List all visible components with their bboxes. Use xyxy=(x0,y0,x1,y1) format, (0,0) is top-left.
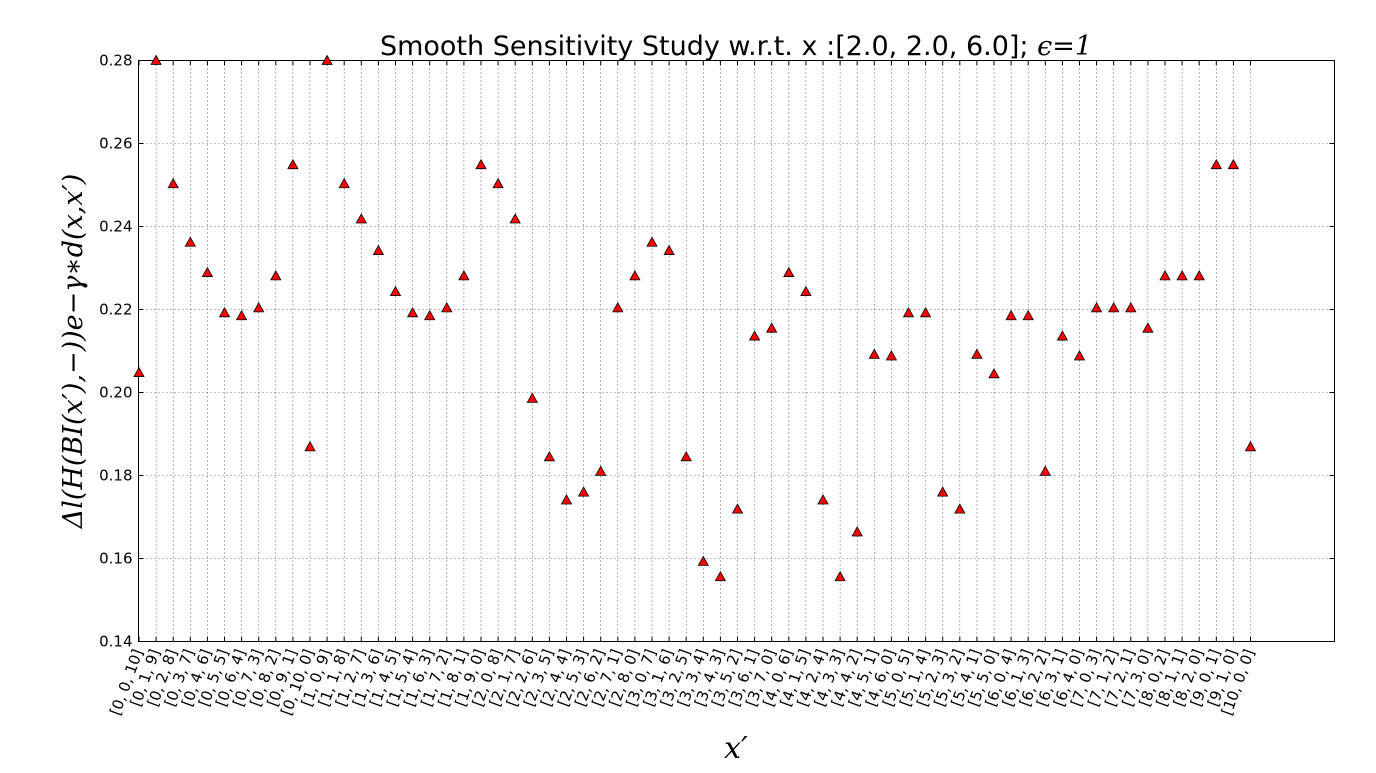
data-point xyxy=(201,266,214,277)
x-tick-labels: [0, 0, 10][0, 1, 9][0, 2, 8][0, 3, 7][0,… xyxy=(106,647,1258,718)
data-point xyxy=(560,494,573,505)
data-point xyxy=(355,213,367,224)
data-point xyxy=(1005,309,1017,321)
data-point xyxy=(971,348,983,359)
data-point xyxy=(937,486,949,497)
data-point xyxy=(492,177,504,189)
data-point xyxy=(1039,465,1051,476)
plot-area-frame xyxy=(138,60,1335,642)
data-point xyxy=(509,213,521,224)
data-point xyxy=(424,309,436,321)
data-point xyxy=(646,236,658,247)
ticks-layer xyxy=(138,60,1335,642)
data-point xyxy=(629,270,641,281)
data-point xyxy=(338,177,350,189)
data-point xyxy=(458,270,470,281)
data-point xyxy=(954,503,966,514)
data-point xyxy=(235,309,248,321)
data-point xyxy=(304,441,316,452)
data-point xyxy=(885,350,898,361)
data-point xyxy=(595,465,607,476)
data-point xyxy=(1193,270,1205,281)
y-tick-label: 0.26 xyxy=(99,135,132,153)
chart-title-epsilon: ϵ=1 xyxy=(1037,31,1092,62)
data-point xyxy=(817,494,829,505)
data-point xyxy=(766,322,778,333)
data-point xyxy=(1073,350,1086,361)
data-point xyxy=(543,451,556,462)
data-point xyxy=(783,266,795,277)
data-point xyxy=(270,270,282,281)
data-point xyxy=(902,306,915,318)
data-point xyxy=(680,451,692,462)
data-point xyxy=(612,302,624,313)
grid-layer xyxy=(138,60,1335,642)
x-axis-label: x′ xyxy=(724,731,748,766)
data-point xyxy=(868,348,880,359)
data-point xyxy=(1244,441,1257,452)
data-point xyxy=(1022,309,1034,321)
data-point xyxy=(800,285,812,297)
y-tick-label: 0.20 xyxy=(99,384,132,402)
data-point xyxy=(919,306,932,318)
data-point xyxy=(406,306,419,318)
data-point xyxy=(663,244,675,255)
y-tick-label: 0.18 xyxy=(99,467,132,485)
y-tick-labels: 0.14 0.16 0.18 0.20 0.22 0.24 0.26 0.28 xyxy=(99,52,132,651)
data-point xyxy=(1159,270,1171,281)
chart-title-text: Smooth Sensitivity Study w.r.t. x :[2.0,… xyxy=(380,31,1037,62)
data-point xyxy=(1227,158,1240,170)
data-point xyxy=(321,54,333,65)
y-tick-label: 0.16 xyxy=(99,550,132,568)
y-tick-label: 0.24 xyxy=(99,218,132,236)
chart-title: Smooth Sensitivity Study w.r.t. x :[2.0,… xyxy=(380,31,1092,62)
data-point xyxy=(697,555,709,566)
y-axis-label: Δl(H(BI(x′),−))e−γ∗d(x,x′) xyxy=(58,174,89,530)
data-point xyxy=(218,306,231,318)
data-point xyxy=(475,158,487,170)
data-point xyxy=(287,158,299,170)
data-point xyxy=(1090,302,1103,313)
data-point xyxy=(748,330,761,341)
data-point xyxy=(184,236,196,247)
y-tick-label: 0.28 xyxy=(99,52,132,70)
data-point xyxy=(1210,158,1222,170)
data-point xyxy=(851,526,863,537)
data-point xyxy=(1056,330,1069,341)
data-point xyxy=(133,366,145,377)
data-point xyxy=(253,302,265,313)
data-point xyxy=(1142,322,1154,333)
y-tick-label: 0.22 xyxy=(99,301,132,319)
data-point xyxy=(714,570,727,582)
data-point xyxy=(150,54,162,65)
points-layer xyxy=(133,54,1257,582)
data-point xyxy=(834,570,846,582)
data-point xyxy=(1125,302,1137,313)
data-point xyxy=(1176,270,1188,281)
data-point xyxy=(441,302,453,313)
data-point xyxy=(372,244,385,255)
data-point xyxy=(577,486,590,497)
data-point xyxy=(526,392,538,403)
data-point xyxy=(1108,302,1120,313)
data-point xyxy=(167,177,179,189)
data-point xyxy=(988,368,1000,379)
y-tick-label: 0.14 xyxy=(99,633,132,651)
data-point xyxy=(731,503,744,514)
data-point xyxy=(389,285,402,297)
